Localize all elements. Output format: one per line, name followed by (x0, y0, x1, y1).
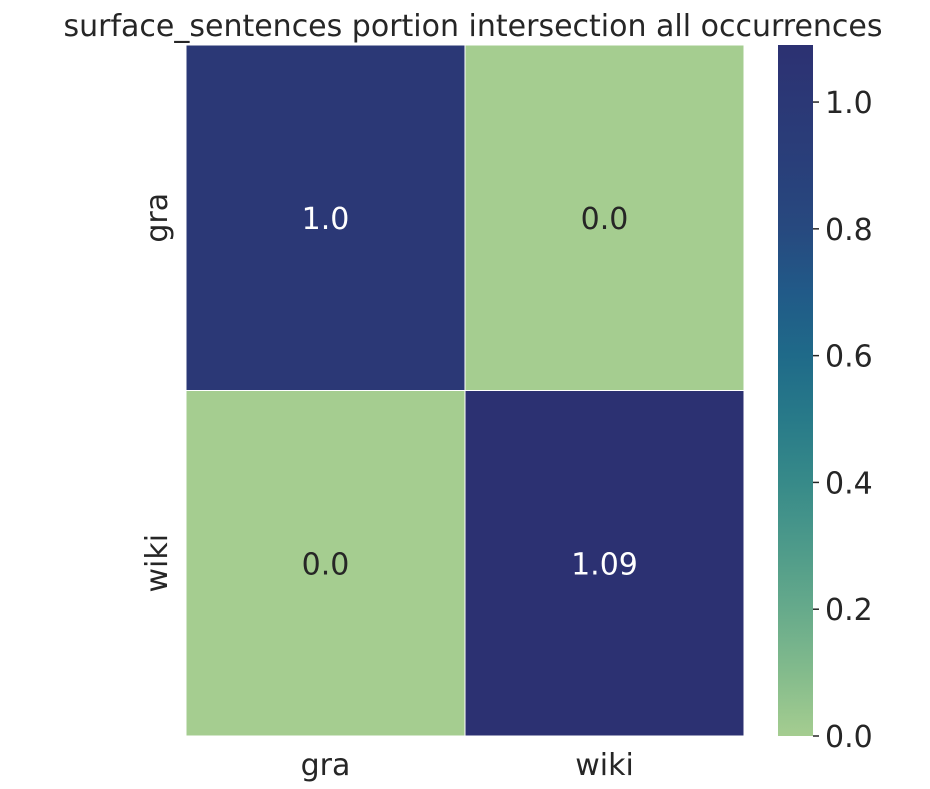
heatmap-cells: 1.0 0.0 0.0 1.09 (185, 44, 745, 737)
cell-value-label: 0.0 (302, 547, 350, 582)
colorbar-tick-label: 0.8 (825, 213, 873, 248)
colorbar-ticks: 0.0 0.2 0.4 0.6 0.8 1.0 (813, 86, 873, 755)
colorbar-tick-label: 1.0 (825, 86, 873, 121)
colorbar (778, 45, 813, 736)
heatmap-cell (464, 390, 745, 737)
x-tick-label: wiki (575, 748, 634, 783)
colorbar-tick-label: 0.6 (825, 340, 873, 375)
colorbar-tick-label: 0.2 (825, 593, 873, 628)
colorbar-tick-label: 0.0 (825, 720, 873, 755)
y-tick-label: wiki (140, 534, 175, 593)
y-tick-label: gra (140, 193, 175, 243)
chart-title: surface_sentences portion intersection a… (63, 9, 882, 44)
heatmap-cell (185, 390, 466, 737)
heatmap-cell (185, 44, 466, 391)
cell-value-label: 1.0 (302, 202, 350, 237)
colorbar-tick-label: 0.4 (825, 466, 873, 501)
y-axis-ticks: gra wiki (140, 193, 175, 593)
cell-value-label: 0.0 (581, 202, 629, 237)
heatmap-cell (464, 44, 745, 391)
x-tick-label: gra (301, 748, 351, 783)
cell-value-label: 1.09 (571, 547, 638, 582)
x-axis-ticks: gra wiki (301, 748, 634, 783)
